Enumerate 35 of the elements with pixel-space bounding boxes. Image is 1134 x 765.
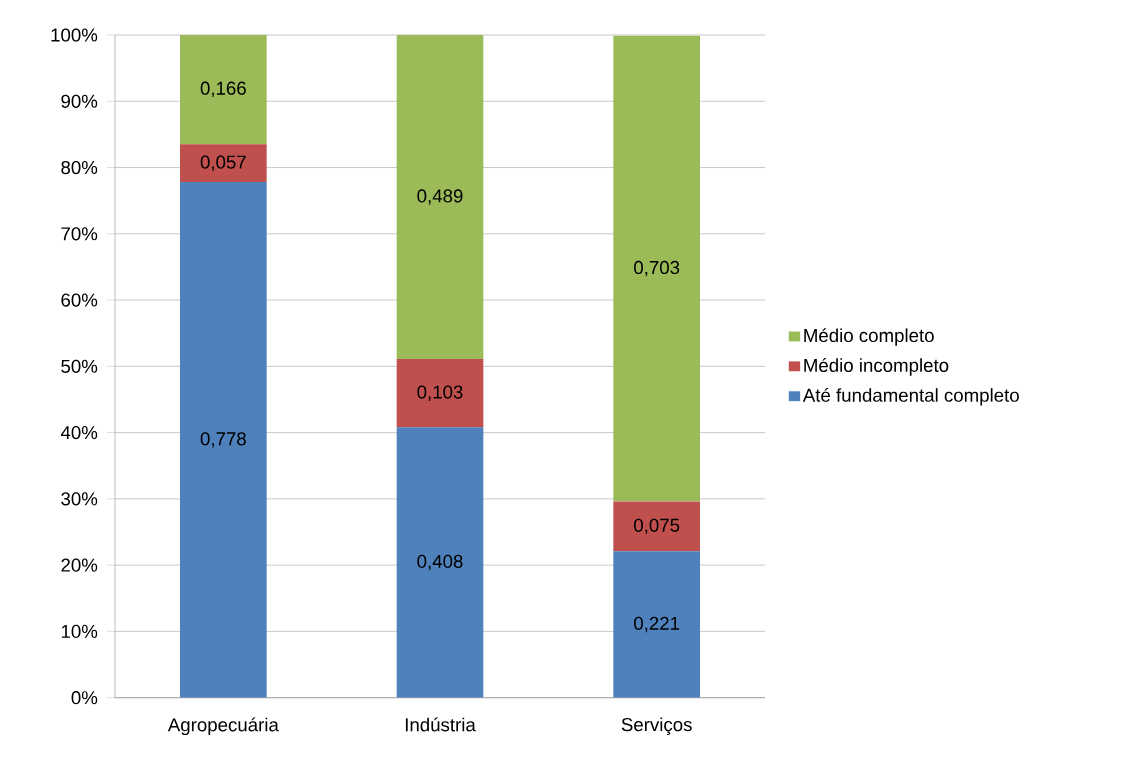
data-label: 0,166: [200, 81, 246, 98]
data-label: 0,057: [200, 155, 246, 171]
data-label: 0,075: [634, 518, 680, 535]
bar: [396, 35, 484, 360]
bar: [180, 144, 267, 183]
bar: [613, 551, 701, 698]
bar: [613, 35, 701, 502]
x-tick-label: Agropecuária: [167, 717, 279, 736]
y-tick-label: 70%: [61, 227, 98, 241]
data-label: 0,221: [634, 616, 680, 633]
y-tick-label: 30%: [61, 492, 98, 506]
y-tick-label: 100%: [51, 28, 98, 42]
x-tick-label: Indústria: [405, 717, 476, 732]
y-tick-label: 50%: [61, 359, 98, 373]
y-tick-label: 90%: [61, 94, 98, 108]
legend-label: Médio incompleto: [804, 358, 949, 376]
data-label: 0,778: [200, 432, 246, 448]
y-tick-label: 10%: [61, 624, 98, 639]
bar: [396, 359, 484, 428]
legend-label: Médio completo: [804, 328, 934, 346]
data-label: 0,408: [417, 554, 463, 571]
x-tick-label: Serviços: [621, 717, 692, 735]
y-tick-label: 40%: [60, 425, 98, 440]
data-label: 0,103: [417, 385, 463, 401]
data-label: 0,703: [634, 260, 680, 277]
data-label: 0,489: [417, 189, 463, 205]
bar: [396, 427, 484, 698]
bar: [613, 501, 701, 552]
bar: [180, 182, 267, 698]
y-tick-label: 60%: [61, 293, 98, 307]
y-tick-label: 80%: [61, 160, 98, 175]
legend-label: Até fundamental completo: [802, 387, 1019, 406]
bar: [180, 35, 267, 145]
y-tick-label: 20%: [61, 558, 98, 572]
y-tick-label: 0%: [71, 691, 98, 705]
